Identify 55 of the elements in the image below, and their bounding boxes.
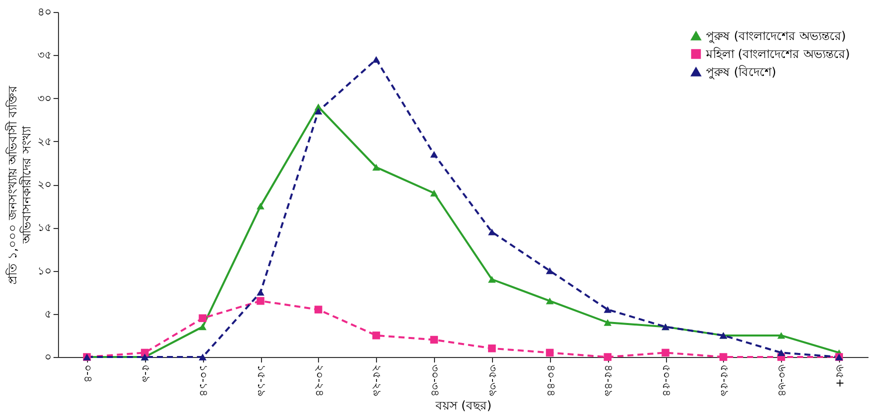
x-tick-label: ৪০-৪৪ <box>544 364 558 396</box>
point <box>546 267 554 274</box>
point <box>430 336 438 344</box>
point <box>372 164 380 171</box>
point <box>198 323 207 330</box>
point <box>488 228 496 236</box>
x-tick-label: ৫-৯ <box>139 364 152 382</box>
point <box>604 319 612 326</box>
x-tick-label: ৫০-৫৪ <box>660 364 673 396</box>
x-tick-label: ১৫-১৯ <box>255 364 268 396</box>
x-tick-label: ২৫-২৯ <box>370 364 384 396</box>
point <box>604 306 612 313</box>
y-tick-label: ৪০ <box>38 6 52 18</box>
point <box>546 348 554 357</box>
point <box>604 353 612 361</box>
point <box>314 108 322 115</box>
x-tick-label: ০-৪ <box>81 364 94 382</box>
point <box>198 314 207 322</box>
x-tick-label: ৩০-৩৪ <box>428 364 442 396</box>
point <box>777 332 786 339</box>
point <box>662 348 670 357</box>
point <box>372 332 380 340</box>
legend-label: পুরুষ (বাংলাদেশের অভ্যন্তরে) <box>706 29 846 44</box>
point <box>430 190 438 196</box>
point <box>314 306 322 314</box>
point <box>777 349 786 356</box>
point <box>488 344 496 352</box>
point <box>198 354 207 360</box>
y-tick-label: ৩৫ <box>38 48 52 62</box>
x-tick-label: ৫৫-৫৯ <box>718 364 731 396</box>
x-tick-label: ২০-২৪ <box>312 364 326 396</box>
y-tick-label: ১৫ <box>38 221 52 234</box>
x-tick-label: ৬৫+ <box>834 364 847 388</box>
point <box>256 288 264 296</box>
legend-label: মহিলা (বাংলাদেশের অভ্যন্তরে) <box>705 47 850 61</box>
y-tick-label: ৫ <box>44 307 52 320</box>
x-axis-title: বয়স (বছর) <box>434 398 492 412</box>
point <box>256 202 264 210</box>
y-tick-label: ২৫ <box>38 134 52 148</box>
x-tick-label: ৬০-৬৪ <box>776 364 789 396</box>
x-tick-label: ৪৫-৪৯ <box>602 364 616 396</box>
legend-label: পুরুষ (বিদেশে) <box>706 65 776 80</box>
point <box>488 276 496 283</box>
y-tick-label: ৩০ <box>38 92 52 105</box>
y-axis-title: প্রতি ১,০০০ জনসংখ্যায় অভিবাসী ব্যক্তির অভিবাসনকারীদের সংখ্যা <box>6 85 34 285</box>
point <box>719 353 728 361</box>
point <box>256 297 264 305</box>
y-tick-label: ২০ <box>38 178 52 191</box>
x-tick-label: ১০-১৪ <box>197 364 210 396</box>
point <box>372 56 380 63</box>
y-tick-label: ১০ <box>38 264 52 278</box>
point <box>546 298 554 304</box>
x-tick-label: ৩৫-৩৯ <box>486 364 500 396</box>
point <box>430 150 438 158</box>
y-tick-label: ০ <box>44 350 52 364</box>
